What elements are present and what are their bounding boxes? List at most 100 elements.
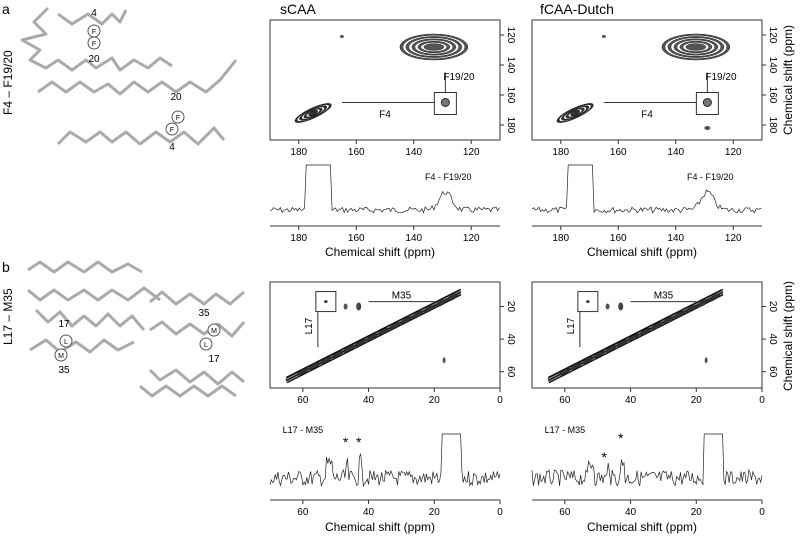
x-tick-label: 140 [667,233,684,244]
contour-diagonal [616,339,628,347]
cartoon-b-num: 17 [208,354,220,365]
x-tick-label: 120 [725,147,742,158]
cross-peak [702,98,712,107]
box-label: L17 [304,317,315,334]
contour-diagonal [389,322,401,330]
cartoon-a-num: 4 [169,142,175,153]
y-tick-label: 120 [767,27,778,44]
plot-frame [269,281,501,389]
x-tick-label: 60 [559,395,571,406]
y-tick-label: 120 [505,27,516,44]
cartoon-a-num: 20 [170,92,182,103]
x-tick-label: 40 [625,395,637,406]
cross-peak [356,302,362,311]
x-tick-label: 180 [552,147,569,158]
cartoon-b-num: 35 [198,308,210,319]
spectrum-label: F4 - F19/20 [687,172,734,182]
x-tick-label: 60 [297,395,309,406]
small-peak [704,126,711,130]
contour-diagonal [412,310,424,319]
diag-label: F4 [379,110,391,121]
x-tick-label: 120 [463,233,480,244]
contour-diagonal [639,328,651,336]
contour-diagonal [605,345,617,353]
x-tick-label: 160 [610,147,627,158]
side-label-b: L17 – M35 [1,288,15,345]
xlabel-a-left: Chemical shift (ppm) [325,245,435,259]
nmr-2d-a-1: 180 160 140 120 120 140 160 180 F19/20 F4 [531,19,778,158]
svg-text:M: M [211,328,217,335]
y-tick-label: 60 [767,366,778,378]
cross-peak [605,303,610,310]
contour-diagonal [423,305,435,313]
cartoon-b-markers: L M M L 17 35 35 17 [54,308,221,376]
cross-peak [586,300,590,304]
cartoon-b-num: 17 [58,319,70,330]
side-label-a: F4 – F19/20 [1,50,15,115]
nmr-2d-b-0: 60 40 20 0 20 40 60 L17 M35 [269,281,516,406]
nmr-2d-a-0: 180 160 140 120 120 140 160 180 F19/20 F4 [269,19,516,158]
contour-diagonal [331,350,343,359]
y-tick-label: 60 [505,366,516,378]
contour-diagonal [570,109,580,117]
svg-text:F: F [170,127,174,134]
plot-frame [531,19,763,141]
svg-text:M: M [58,353,64,360]
cartoon-a-num: 20 [88,54,100,65]
star-marker: * [618,430,624,446]
x-tick-label: 160 [610,233,627,244]
star-marker: * [356,434,362,450]
contour-diagonal [674,310,686,319]
nmr-2d-b-1: 60 40 20 0 20 40 60 L17 M35 [531,281,778,406]
xlabel-a-right: Chemical shift (ppm) [587,245,697,259]
title-fcaa: fCAA-Dutch [540,1,614,17]
x-tick-label: 20 [429,395,441,406]
x-tick-label: 20 [429,507,441,518]
title-scaa: sCAA [280,1,316,17]
x-tick-label: 40 [363,507,375,518]
nmr-1d-b-0: 60 40 20 0 L17 - M35 * * [269,425,503,518]
spectrum-label: L17 - M35 [545,425,586,435]
x-tick-label: 160 [348,233,365,244]
panel-letter-b: b [2,259,10,275]
x-tick-label: 60 [559,507,571,518]
panel-letter-a: a [2,1,10,17]
ylabel-a: Chemical shift (ppm) [781,25,795,135]
y-tick-label: 180 [505,117,516,134]
spectrum-line [269,433,501,488]
x-tick-label: 40 [625,507,637,518]
x-tick-label: 140 [405,233,422,244]
cross-peak [343,303,348,310]
peak-box [577,291,599,313]
x-tick-label: 0 [497,507,503,518]
x-tick-label: 140 [667,147,684,158]
diag-label: M35 [654,290,674,301]
spectrum-line [269,164,500,214]
nmr-1d-b-1: 60 40 20 0 L17 - M35 * * [531,425,765,518]
contour-diagonal [377,328,389,336]
x-tick-label: 0 [759,507,765,518]
star-marker: * [602,449,608,465]
peak-box [315,291,337,313]
contour-diagonal [697,299,709,307]
x-tick-label: 180 [290,147,307,158]
spectrum-label: F4 - F19/20 [425,172,472,182]
y-tick-label: 140 [505,57,516,74]
contour-diagonal [343,345,355,353]
ylabel-b: Chemical shift (ppm) [781,281,795,391]
contour-diagonal [662,316,674,325]
x-tick-label: 20 [691,507,703,518]
y-tick-label: 20 [767,301,778,313]
plot-frame [531,281,763,389]
x-tick-label: 140 [405,147,422,158]
contour-diagonal [582,356,594,364]
diag-label: M35 [392,290,412,301]
contour-diagonal [446,293,458,302]
x-tick-label: 20 [691,395,703,406]
spectrum-line [531,433,763,487]
x-tick-label: 180 [290,233,307,244]
xlabel-b-left: Chemical shift (ppm) [325,520,435,534]
box-label: F19/20 [443,72,475,83]
contour-diagonal [366,333,378,342]
